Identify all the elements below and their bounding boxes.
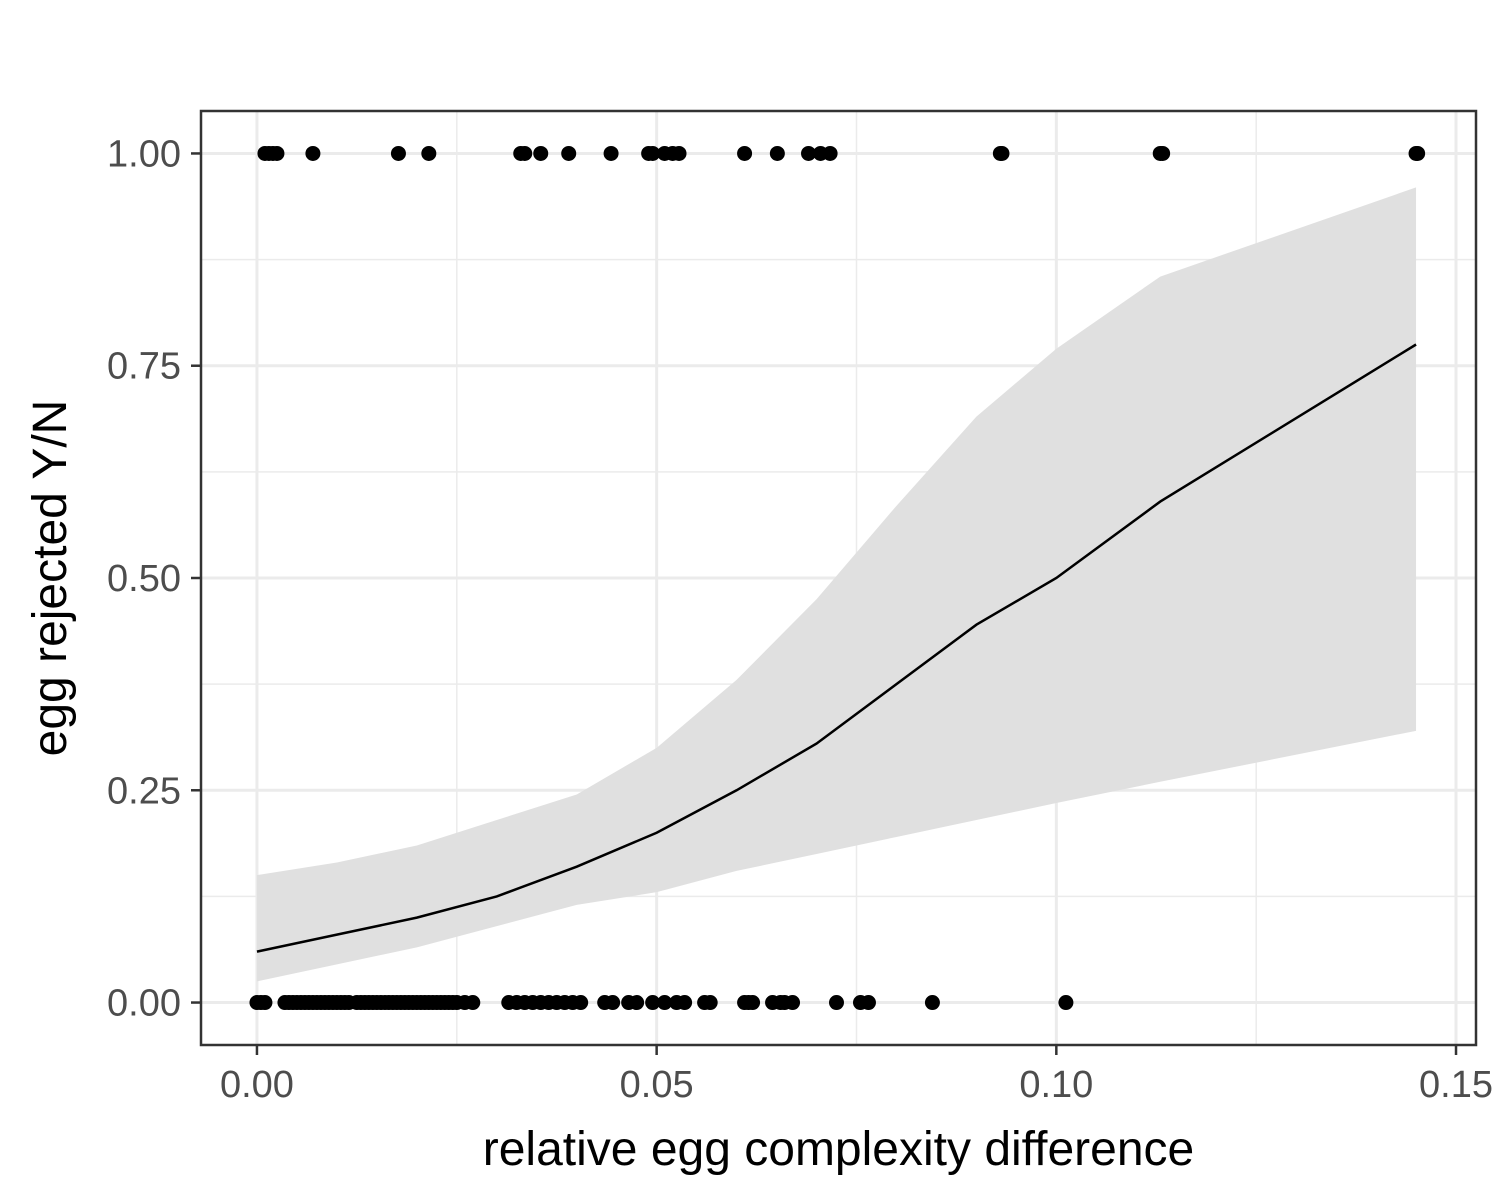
point-not-rejected	[860, 995, 876, 1011]
point-rejected	[737, 145, 753, 161]
point-rejected	[533, 145, 549, 161]
x-tick-label: 0.15	[1419, 1064, 1493, 1106]
point-not-rejected	[645, 995, 661, 1011]
y-tick-label: 0.25	[107, 770, 181, 812]
y-axis: 0.00 0.25 0.50 0.75 1.00	[107, 133, 201, 1025]
point-rejected	[769, 145, 785, 161]
data-points	[249, 145, 1426, 1011]
point-rejected	[801, 145, 817, 161]
point-rejected	[671, 145, 687, 161]
point-rejected	[1410, 145, 1426, 161]
point-not-rejected	[465, 995, 481, 1011]
y-tick-label: 0.75	[107, 346, 181, 388]
point-not-rejected	[573, 995, 589, 1011]
x-tick-label: 0.00	[220, 1064, 294, 1106]
point-not-rejected	[605, 995, 621, 1011]
confidence-ribbon	[256, 187, 1417, 982]
y-tick-label: 0.00	[107, 983, 181, 1025]
fit-line	[256, 343, 1417, 953]
point-not-rejected	[657, 995, 673, 1011]
y-tick-label: 0.50	[107, 558, 181, 600]
point-not-rejected	[629, 995, 645, 1011]
point-rejected	[305, 145, 321, 161]
x-tick-label: 0.10	[1019, 1064, 1093, 1106]
point-not-rejected	[1058, 995, 1074, 1011]
point-rejected	[994, 145, 1010, 161]
point-rejected	[421, 145, 437, 161]
x-axis-title: relative egg complexity difference	[483, 1123, 1195, 1176]
point-rejected	[517, 145, 533, 161]
point-rejected	[390, 145, 406, 161]
point-rejected	[603, 145, 619, 161]
point-rejected	[645, 145, 661, 161]
point-not-rejected	[745, 995, 761, 1011]
point-not-rejected	[677, 995, 693, 1011]
point-not-rejected	[924, 995, 940, 1011]
point-rejected	[561, 145, 577, 161]
point-rejected	[1155, 145, 1171, 161]
x-axis: 0.00 0.05 0.10 0.15	[220, 1045, 1493, 1106]
y-axis-title: egg rejected Y/N	[24, 400, 77, 757]
y-tick-label: 1.00	[107, 133, 181, 175]
point-rejected	[822, 145, 838, 161]
point-not-rejected	[829, 995, 845, 1011]
point-not-rejected	[785, 995, 801, 1011]
point-not-rejected	[702, 995, 718, 1011]
point-not-rejected	[257, 995, 273, 1011]
point-rejected	[269, 145, 285, 161]
x-tick-label: 0.05	[620, 1064, 694, 1106]
